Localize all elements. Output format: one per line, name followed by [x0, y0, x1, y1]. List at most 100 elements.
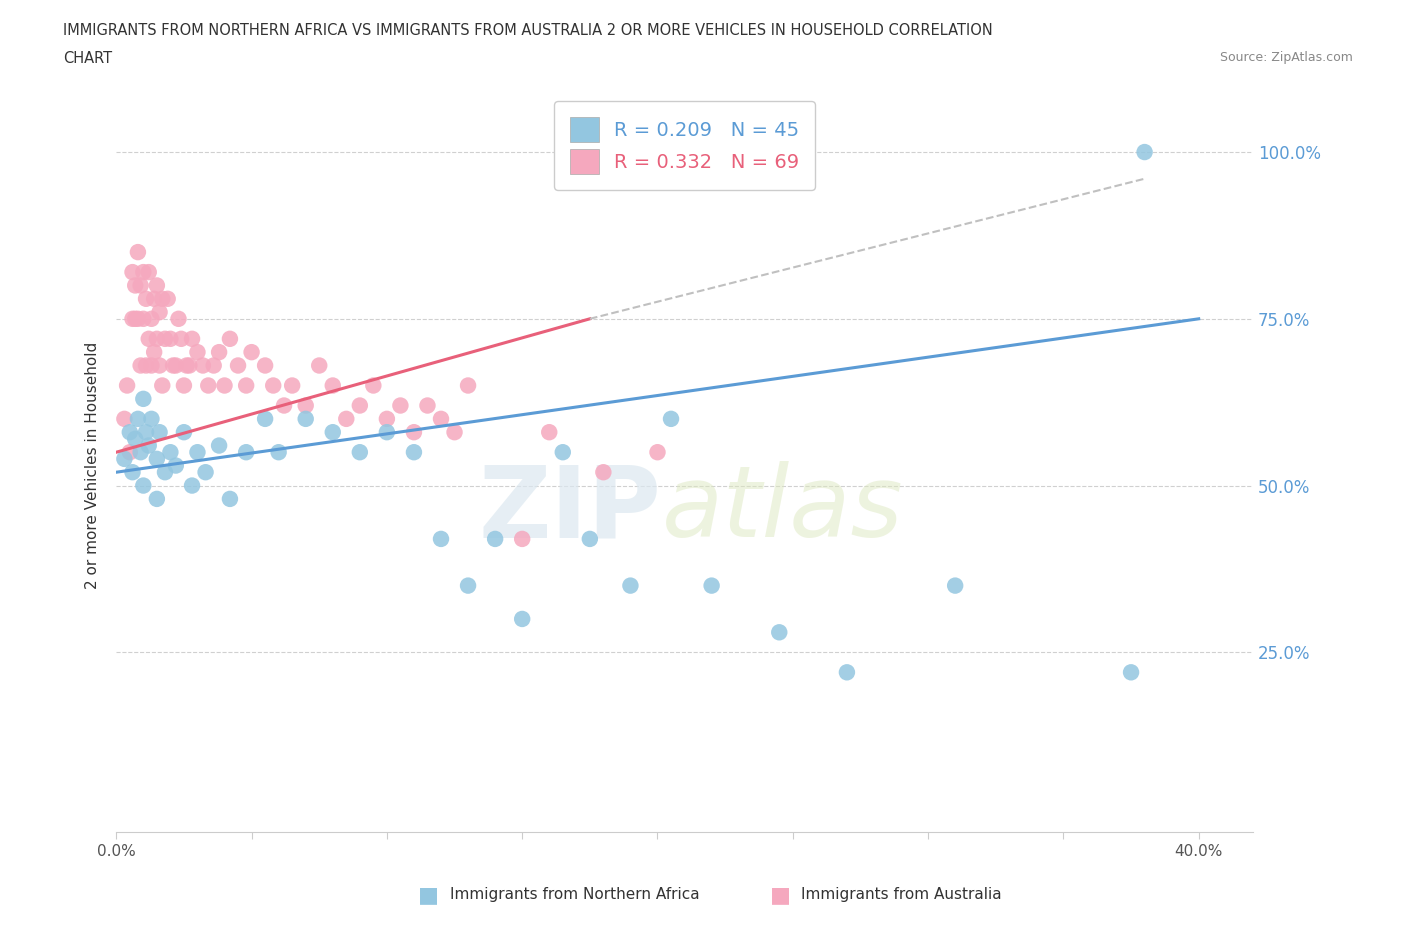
Text: atlas: atlas [662, 461, 904, 558]
Point [219, 331, 242, 346]
Point [484, 531, 506, 546]
Point [363, 379, 385, 393]
Point [322, 379, 344, 393]
Point [254, 358, 277, 373]
Point [457, 578, 479, 593]
Point [294, 398, 316, 413]
Point [132, 312, 155, 326]
Point [1119, 665, 1142, 680]
Point [167, 312, 190, 326]
Text: Immigrants from Northern Africa: Immigrants from Northern Africa [450, 887, 700, 902]
Point [127, 245, 149, 259]
Point [240, 345, 263, 360]
Point [208, 438, 231, 453]
Point [375, 425, 398, 440]
Point [619, 578, 641, 593]
Text: ZIP: ZIP [479, 461, 662, 558]
Point [281, 379, 304, 393]
Point [138, 331, 160, 346]
Point [138, 438, 160, 453]
Point [402, 425, 425, 440]
Point [647, 445, 669, 459]
Point [121, 265, 143, 280]
Point [170, 331, 193, 346]
Point [262, 379, 284, 393]
Point [173, 379, 195, 393]
Point [124, 312, 146, 326]
Point [416, 398, 439, 413]
Point [118, 445, 141, 459]
Point [176, 358, 198, 373]
Y-axis label: 2 or more Vehicles in Household: 2 or more Vehicles in Household [86, 342, 100, 590]
Text: ■: ■ [419, 884, 439, 905]
Point [510, 612, 533, 627]
Point [173, 425, 195, 440]
Point [150, 379, 173, 393]
Text: Immigrants from Australia: Immigrants from Australia [801, 887, 1002, 902]
Point [150, 291, 173, 306]
Point [146, 451, 169, 466]
Point [135, 291, 157, 306]
Point [510, 531, 533, 546]
Point [430, 411, 453, 426]
Point [375, 411, 398, 426]
Point [141, 358, 163, 373]
Point [121, 465, 143, 480]
Point [156, 291, 179, 306]
Point [322, 425, 344, 440]
Point [146, 331, 169, 346]
Point [659, 411, 682, 426]
Point [214, 379, 236, 393]
Point [165, 458, 187, 473]
Point [191, 358, 214, 373]
Point [538, 425, 561, 440]
Point [153, 465, 176, 480]
Point [349, 445, 371, 459]
Point [115, 379, 138, 393]
Point [579, 531, 602, 546]
Point [267, 445, 290, 459]
Point [112, 451, 135, 466]
Point [181, 331, 204, 346]
Point [148, 358, 170, 373]
Point [457, 379, 479, 393]
Point [294, 411, 316, 426]
Point [132, 478, 155, 493]
Point [235, 445, 257, 459]
Point [165, 358, 187, 373]
Point [208, 345, 231, 360]
Point [135, 358, 157, 373]
Point [308, 358, 330, 373]
Point [141, 411, 163, 426]
Point [159, 331, 181, 346]
Point [146, 491, 169, 506]
Point [135, 425, 157, 440]
Point [146, 278, 169, 293]
Point [197, 379, 219, 393]
Point [181, 478, 204, 493]
Text: Source: ZipAtlas.com: Source: ZipAtlas.com [1219, 51, 1353, 64]
Point [389, 398, 412, 413]
Legend: R = 0.209   N = 45, R = 0.332   N = 69: R = 0.209 N = 45, R = 0.332 N = 69 [554, 101, 815, 190]
Point [443, 425, 465, 440]
Point [129, 358, 152, 373]
Point [349, 398, 371, 413]
Point [226, 358, 249, 373]
Point [186, 345, 208, 360]
Point [141, 312, 163, 326]
Point [335, 411, 357, 426]
Point [159, 445, 181, 459]
Point [202, 358, 225, 373]
Point [124, 432, 146, 446]
Point [402, 445, 425, 459]
Point [186, 445, 208, 459]
Point [235, 379, 257, 393]
Point [162, 358, 184, 373]
Point [551, 445, 574, 459]
Point [700, 578, 723, 593]
Point [143, 345, 166, 360]
Point [121, 312, 143, 326]
Point [768, 625, 790, 640]
Point [835, 665, 858, 680]
Point [132, 265, 155, 280]
